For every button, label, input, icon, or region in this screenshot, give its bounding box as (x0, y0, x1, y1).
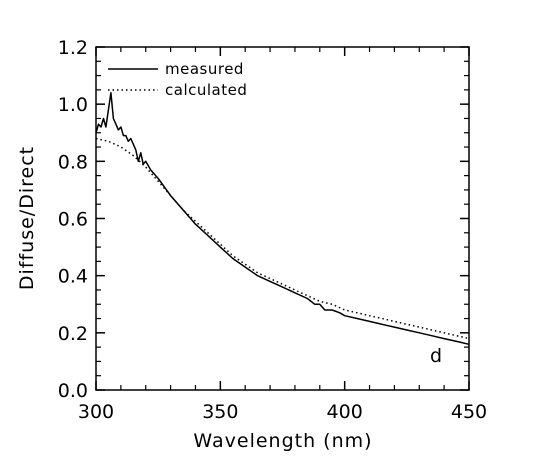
series-line-calculated (95, 137, 470, 340)
y-tick-label: 0.0 (58, 380, 88, 402)
legend: measured calculated (108, 60, 247, 99)
x-tick-label: 450 (451, 401, 487, 423)
y-tick-label: 0.8 (58, 151, 88, 173)
legend-label-calculated: calculated (165, 81, 247, 99)
y-tick-label: 0.2 (58, 323, 88, 345)
x-axis-title: Wavelength (nm) (193, 430, 372, 452)
y-tick-label: 0.4 (58, 266, 88, 288)
y-tick-label: 1.2 (58, 37, 88, 59)
x-tick-label: 300 (78, 401, 114, 423)
plot-frame (95, 46, 470, 391)
plot-axes: 300 350 400 450 0.0 0.2 0.4 0.6 0.8 1.0 1.2 (58, 37, 487, 423)
series-layer (95, 91, 470, 346)
x-tick-label: 400 (327, 401, 363, 423)
y-tick-label: 1.0 (58, 94, 88, 116)
legend-label-measured: measured (165, 60, 244, 78)
y-axis-title: Diffuse/Direct (16, 146, 38, 290)
panel-label: d (430, 345, 442, 367)
x-tick-label: 350 (202, 401, 238, 423)
series-line-measured (95, 91, 470, 346)
y-tick-label: 0.6 (58, 209, 88, 231)
